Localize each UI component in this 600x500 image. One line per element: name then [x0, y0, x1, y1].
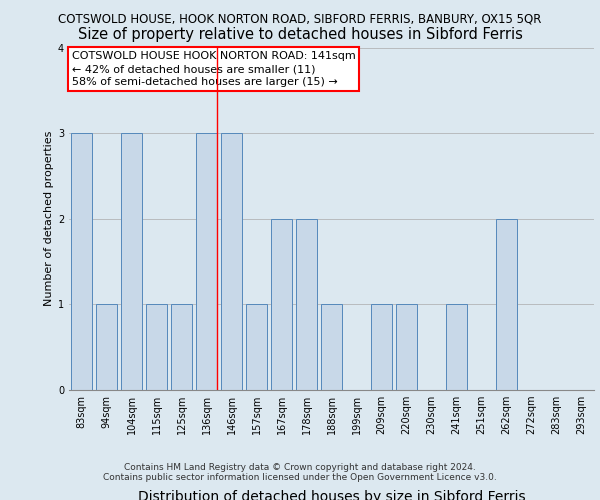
Bar: [71, 133, 92, 390]
Bar: [446, 304, 467, 390]
X-axis label: Distribution of detached houses by size in Sibford Ferris: Distribution of detached houses by size …: [137, 490, 526, 500]
Bar: [171, 304, 192, 390]
Bar: [96, 304, 117, 390]
Bar: [271, 219, 292, 390]
Text: Contains public sector information licensed under the Open Government Licence v3: Contains public sector information licen…: [103, 474, 497, 482]
Bar: [121, 133, 142, 390]
Bar: [296, 219, 317, 390]
Bar: [221, 133, 242, 390]
Bar: [371, 304, 392, 390]
Y-axis label: Number of detached properties: Number of detached properties: [44, 131, 54, 306]
Bar: [196, 133, 217, 390]
Text: Contains HM Land Registry data © Crown copyright and database right 2024.: Contains HM Land Registry data © Crown c…: [124, 464, 476, 472]
Bar: [396, 304, 417, 390]
Bar: [496, 219, 517, 390]
Bar: [246, 304, 267, 390]
Bar: [146, 304, 167, 390]
Text: COTSWOLD HOUSE HOOK NORTON ROAD: 141sqm
← 42% of detached houses are smaller (11: COTSWOLD HOUSE HOOK NORTON ROAD: 141sqm …: [71, 51, 355, 88]
Text: COTSWOLD HOUSE, HOOK NORTON ROAD, SIBFORD FERRIS, BANBURY, OX15 5QR: COTSWOLD HOUSE, HOOK NORTON ROAD, SIBFOR…: [58, 12, 542, 26]
Bar: [321, 304, 342, 390]
Text: Size of property relative to detached houses in Sibford Ferris: Size of property relative to detached ho…: [77, 28, 523, 42]
